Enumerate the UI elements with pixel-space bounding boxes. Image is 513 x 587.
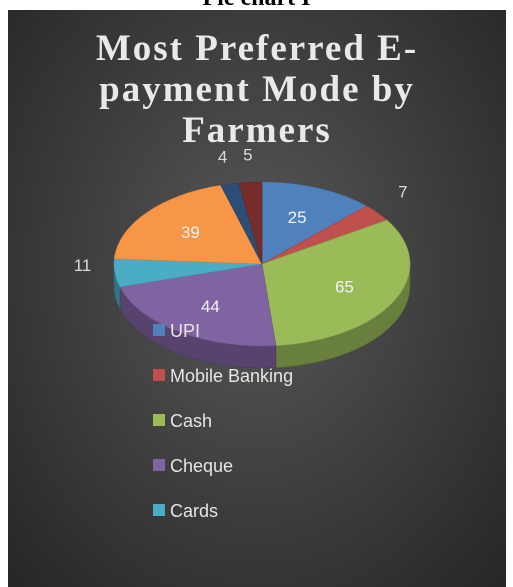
legend-label-cards: Cards <box>170 501 218 521</box>
legend-swatch-cheque <box>153 459 165 471</box>
data-label-cards: 11 <box>74 256 92 275</box>
pie-data-labels: 25 7 65 44 11 39 4 5 <box>74 145 408 316</box>
chart-title-line-2: payment Mode by <box>99 69 415 110</box>
pie-slices <box>113 181 411 347</box>
chart-title: Most Preferred E- payment Mode by Farmer… <box>8 28 506 151</box>
legend-swatch-cash <box>153 414 165 426</box>
pie-slice-other-7 <box>238 181 263 265</box>
data-label-upi: 25 <box>288 208 307 227</box>
pie-slice-cheque <box>119 263 277 347</box>
chart-title-line-3: Farmers <box>182 110 332 151</box>
data-label-cash: 65 <box>335 277 354 296</box>
legend-swatch-cards <box>153 504 165 516</box>
legend-swatch-upi <box>153 324 165 336</box>
legend-label-cheque: Cheque <box>170 456 233 476</box>
legend-label-cash: Cash <box>170 411 212 431</box>
pie-slice-upi <box>261 181 368 265</box>
chart-title-line-1: Most Preferred E- <box>95 28 419 69</box>
figure-caption: Pie chart I <box>0 0 513 10</box>
pie-slice-other-5 <box>113 184 263 265</box>
data-label-other-5: 39 <box>181 223 200 242</box>
data-label-mobile-banking: 7 <box>398 182 407 201</box>
data-label-other-6: 4 <box>218 147 227 166</box>
legend-swatch-mobile-banking <box>153 369 165 381</box>
legend-label-mobile-banking: Mobile Banking <box>170 366 293 386</box>
data-label-cheque: 44 <box>201 297 220 316</box>
pie-slice-cash <box>261 219 411 346</box>
data-label-other-7: 5 <box>243 145 252 164</box>
legend: UPI Mobile Banking Cash Cheque Cards <box>153 321 293 521</box>
legend-label-upi: UPI <box>170 321 200 341</box>
